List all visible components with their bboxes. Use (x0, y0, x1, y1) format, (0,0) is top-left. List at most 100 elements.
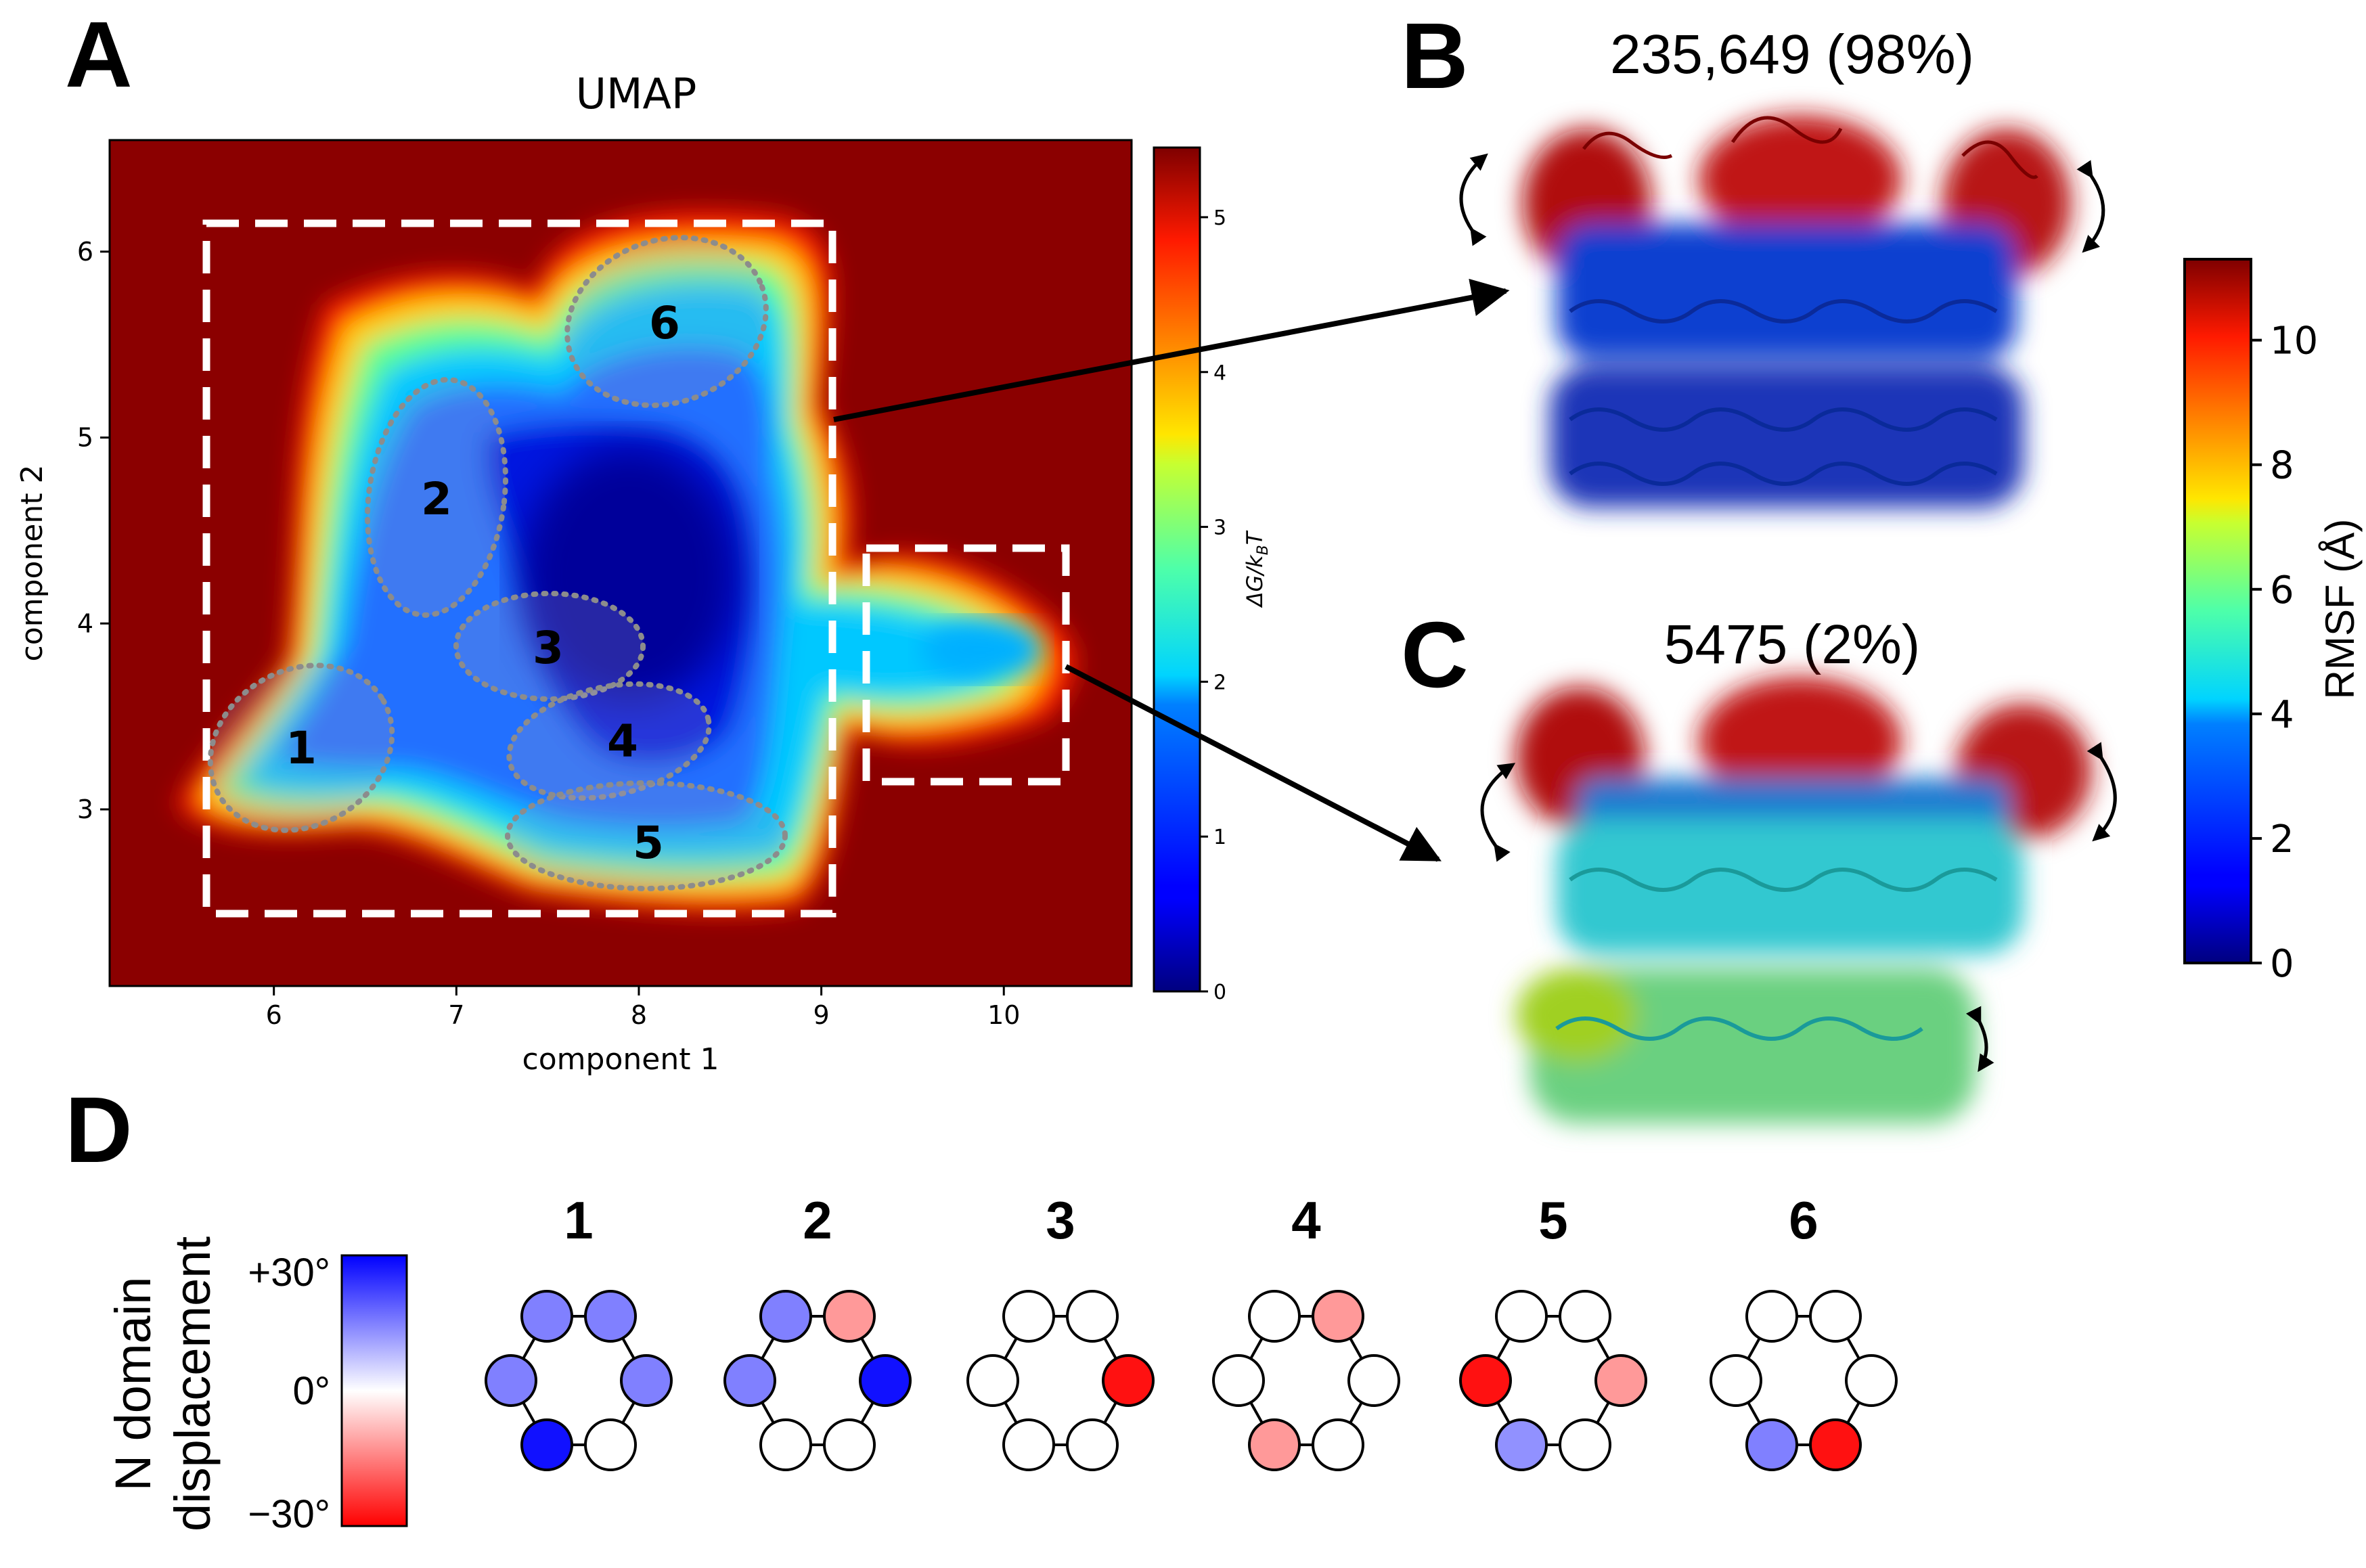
rmsf-tick-label: 10 (2270, 319, 2318, 363)
hexamer-ring-1: 1 (485, 1190, 673, 1471)
hexamer-ring-4: 4 (1212, 1190, 1400, 1471)
cluster-ellipses (207, 235, 788, 891)
fe-tick-label: 4 (1213, 361, 1226, 385)
fe-tick-label: 0 (1213, 981, 1226, 1004)
umap-title: UMAP (576, 69, 697, 118)
y-tick-label: 4 (77, 608, 93, 638)
x-axis: 6 7 8 9 10 (266, 986, 1020, 1030)
rmsf-colorbar: 0 2 4 6 8 10 RMSF (Å) (2183, 258, 2363, 986)
x-axis-label: component 1 (522, 1042, 719, 1077)
displacement-label: N domaindisplacement (105, 1236, 221, 1531)
y-axis: 3 4 5 6 (77, 237, 110, 824)
subunit-lower-right (1809, 1418, 1862, 1471)
subunit-left (723, 1354, 776, 1407)
subunit-lower-right (823, 1418, 876, 1471)
subunit-lower-left (520, 1418, 573, 1471)
x-tick-label: 10 (987, 1000, 1020, 1030)
subunit-left (1212, 1354, 1265, 1407)
subunit-upper-left (1002, 1290, 1055, 1343)
subunit-right (620, 1354, 673, 1407)
fe-tick-label: 2 (1213, 671, 1226, 694)
subunit-lower-right (1312, 1418, 1364, 1471)
x-tick-label: 8 (631, 1000, 647, 1030)
energy-minimum (521, 447, 738, 704)
displacement-colorbar-scale (340, 1254, 408, 1527)
cluster-ellipse-4 (506, 681, 712, 801)
panel-a-letter: A (65, 3, 133, 107)
rmsf-colorbar-label: RMSF (Å) (2317, 519, 2363, 700)
cluster-label-5: 5 (633, 817, 664, 869)
free-energy-colorbar-label: ΔG/kBT (1242, 530, 1272, 608)
subunit-lower-left (1002, 1418, 1055, 1471)
subunit-lower-left (759, 1418, 812, 1471)
subunit-upper-right (1312, 1290, 1364, 1343)
subunit-lower-left (1248, 1418, 1301, 1471)
subunit-lower-right (1559, 1418, 1611, 1471)
subunit-right (1347, 1354, 1400, 1407)
ring-label: 2 (803, 1190, 832, 1250)
subunit-upper-right (584, 1290, 637, 1343)
subunit-lower-left (1495, 1418, 1548, 1471)
hexamer-ring-3: 3 (966, 1190, 1155, 1471)
subunit-left (485, 1354, 537, 1407)
cluster-ellipse-6 (564, 235, 769, 408)
selection-box-c (862, 544, 1070, 786)
subunit-left (1710, 1354, 1762, 1407)
fe-tick-label: 1 (1213, 826, 1226, 849)
hexamer-ring-6: 6 (1710, 1190, 1898, 1471)
subunit-right (1594, 1354, 1647, 1407)
cluster-ellipse-3 (453, 591, 646, 702)
y-tick-label: 6 (77, 237, 93, 267)
subunit-lower-left (1745, 1418, 1798, 1471)
displacement-tick-max: +30° (248, 1251, 330, 1295)
subunit-upper-left (520, 1290, 573, 1343)
cluster-label-2: 2 (421, 473, 452, 525)
subunit-upper-right (1809, 1290, 1862, 1343)
y-tick-label: 5 (77, 423, 93, 453)
panel-b-letter: B (1401, 4, 1469, 108)
umap-frame (108, 139, 1133, 987)
cluster-label-3: 3 (533, 622, 564, 674)
cluster-ellipse-5 (505, 780, 788, 891)
subunit-upper-right (1066, 1290, 1119, 1343)
cluster-label-1: 1 (286, 722, 317, 774)
subunit-upper-right (1559, 1290, 1611, 1343)
x-tick-label: 7 (448, 1000, 464, 1030)
subunit-upper-left (1745, 1290, 1798, 1343)
rmsf-tick-label: 4 (2270, 693, 2294, 737)
panel-d-letter: D (65, 1078, 133, 1182)
subunit-upper-left (759, 1290, 812, 1343)
protein-structure-b (1459, 115, 2105, 508)
ring-label: 1 (564, 1190, 593, 1250)
hexamer-ring-5: 5 (1459, 1190, 1647, 1471)
ring-label: 5 (1538, 1190, 1567, 1250)
subunit-lower-right (1066, 1418, 1119, 1471)
displacement-colorbar: N domaindisplacement +30° 0° −30° (105, 1236, 408, 1536)
rmsf-colorbar-scale (2183, 258, 2252, 964)
rmsf-colorbar-ticks: 0 2 4 6 8 10 (2251, 319, 2318, 986)
rmsf-tick-label: 6 (2270, 568, 2294, 612)
subunit-right (1845, 1354, 1898, 1407)
x-tick-label: 9 (813, 1000, 830, 1030)
displacement-tick-zero: 0° (293, 1369, 330, 1413)
subunit-left (966, 1354, 1019, 1407)
subunit-lower-right (584, 1418, 637, 1471)
selection-box-b (202, 219, 836, 918)
subunit-left (1459, 1354, 1512, 1407)
hexamer-rings: 1 2 3 4 5 6 (485, 1190, 1898, 1471)
protein-structure-c (1480, 677, 2117, 1123)
free-energy-colorbar-ticks: 0 1 2 3 4 5 (1200, 206, 1226, 1004)
ring-label: 3 (1046, 1190, 1075, 1250)
subunit-upper-right (823, 1290, 876, 1343)
displacement-tick-min: −30° (248, 1492, 330, 1536)
x-tick-label: 6 (266, 1000, 282, 1030)
panel-c-letter: C (1401, 603, 1469, 707)
hexamer-ring-2: 2 (723, 1190, 912, 1471)
ring-label: 6 (1789, 1190, 1818, 1250)
fe-tick-label: 3 (1213, 516, 1226, 540)
subunit-right (859, 1354, 912, 1407)
subunit-right (1102, 1354, 1155, 1407)
cluster-ellipse-2 (365, 377, 508, 618)
